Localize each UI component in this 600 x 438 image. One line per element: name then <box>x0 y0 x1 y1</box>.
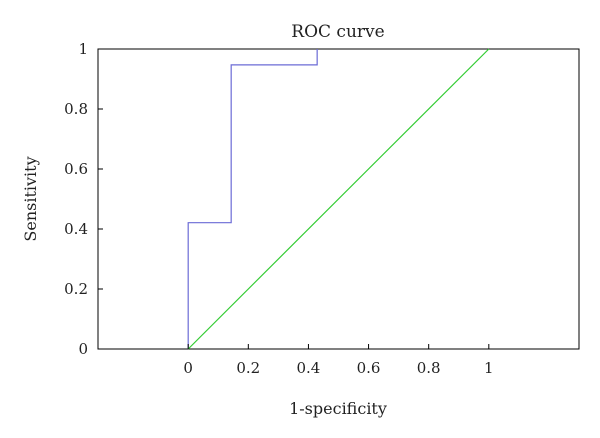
x-tick-label: 0.4 <box>297 359 321 377</box>
y-axis-label: Sensitivity <box>21 156 40 241</box>
y-tick-label: 0 <box>78 340 88 358</box>
x-axis-label: 1-specificity <box>289 399 387 418</box>
x-tick-label: 0.2 <box>236 359 260 377</box>
axis-layer: 0 0.2 0.4 0.6 0.8 1 0 0.2 0.4 0.6 0.8 1 <box>64 40 493 377</box>
y-tick-label: 0.2 <box>64 280 88 298</box>
x-tick-label: 0.8 <box>417 359 441 377</box>
x-tick-label: 1 <box>484 359 494 377</box>
series-layer <box>187 48 490 350</box>
chart-title: ROC curve <box>291 22 384 42</box>
x-tick-label: 0.6 <box>357 359 381 377</box>
y-tick-label: 0.4 <box>64 220 88 238</box>
reference-diagonal-series <box>187 48 490 350</box>
roc-curve-series <box>187 49 318 349</box>
y-tick-label: 0.8 <box>64 100 88 118</box>
x-tick-label: 0 <box>183 359 193 377</box>
y-tick-label: 1 <box>78 40 88 58</box>
y-tick-label: 0.6 <box>64 160 88 178</box>
